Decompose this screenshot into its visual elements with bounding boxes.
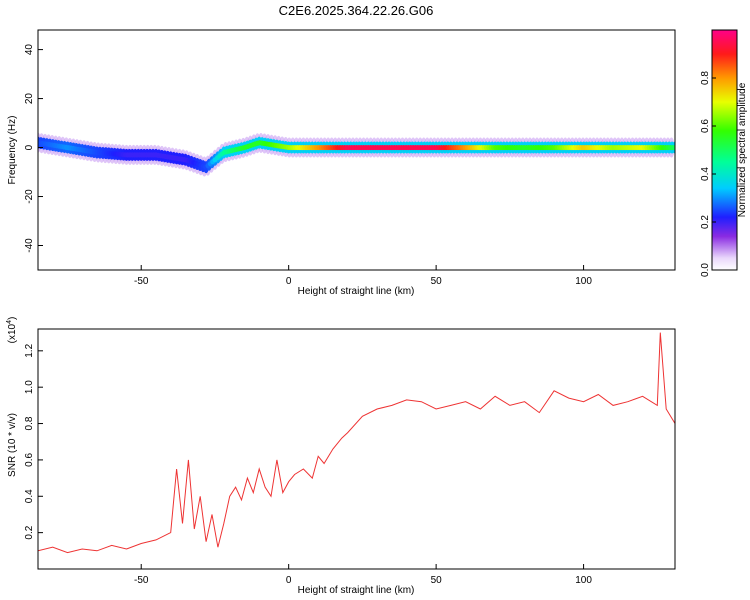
colorbar-tick-label: 0.4 [700,167,711,181]
snr-y-tick-label: 0.4 [24,489,35,503]
colorbar-frame [711,29,738,271]
spectrogram-x-tick-label: 100 [575,276,592,287]
spectrogram-x-ticks: -50 0 50 100 [134,265,592,287]
spectrogram-x-label: Height of straight line (km) [298,286,415,297]
snr-y-label: SNR (10 * v/v) [7,413,18,477]
colorbar-tick-label: 0.2 [700,215,711,229]
snr-frame [37,328,676,570]
spectrogram-frame [37,29,676,271]
colorbar-label: Normalized spectral amplitude [737,82,748,217]
spectrogram-ridge [672,144,675,151]
colorbar-tick-label: 0.6 [700,119,711,133]
snr-series-line [38,332,675,554]
snr-x-tick-label: 100 [575,575,592,586]
spectrogram-y-tick-label: 0 [24,144,35,150]
snr-y-tick-label: 0.8 [24,416,35,430]
spectrogram-y-tick-label: 20 [24,93,35,105]
colorbar: 0.0 0.2 0.4 0.6 0.8 Normalized spectral ampl… [700,29,748,277]
snr-y-ticks: 0.2 0.4 0.6 0.8 1.0 1.2 [24,343,43,540]
colorbar-gradient [712,30,737,270]
spectrogram-x-tick-label: 50 [431,276,443,287]
colorbar-ticks: 0.0 0.2 0.4 0.6 0.8 [700,71,716,277]
snr-x-label: Height of straight line (km) [298,585,415,596]
snr-x-ticks: -50 0 50 100 [134,564,592,586]
snr-x-tick-label: -50 [134,575,149,586]
spectrogram-y-tick-label: 40 [24,44,35,56]
colorbar-tick-label: 0.0 [700,263,711,277]
snr-y-tick-label: 0.6 [24,453,35,467]
snr-y-tick-label: 1.2 [24,343,35,357]
spectrogram-y-tick-label: -40 [24,238,35,253]
spectrogram-y-label: Frequency (Hz) [7,116,18,185]
snr-x-tick-label: 50 [431,575,443,586]
spectrogram-marks [38,132,675,177]
spectrogram-x-tick-label: -50 [134,276,149,287]
colorbar-tick-label: 0.8 [700,71,711,85]
snr-x-tick-label: 0 [286,575,292,586]
spectrogram-panel: -50 0 50 100 -40 -20 0 20 40 Height of straight… [7,29,676,297]
snr-y-multiplier: (x104) [6,317,18,344]
spectrogram-y-ticks: -40 -20 0 20 40 [24,44,43,253]
snr-marks [38,332,675,554]
snr-y-tick-label: 0.2 [24,525,35,539]
spectrogram-x-tick-label: 0 [286,276,292,287]
figure-title: C2E6.2025.364.22.26.G06 [279,3,434,18]
snr-y-tick-label: 1.0 [24,380,35,394]
spectrogram-y-tick-label: -20 [24,189,35,204]
snr-panel: -50 0 50 100 0.2 0.4 0.6 0.8 1.0 1.2 Height of s… [6,317,676,596]
